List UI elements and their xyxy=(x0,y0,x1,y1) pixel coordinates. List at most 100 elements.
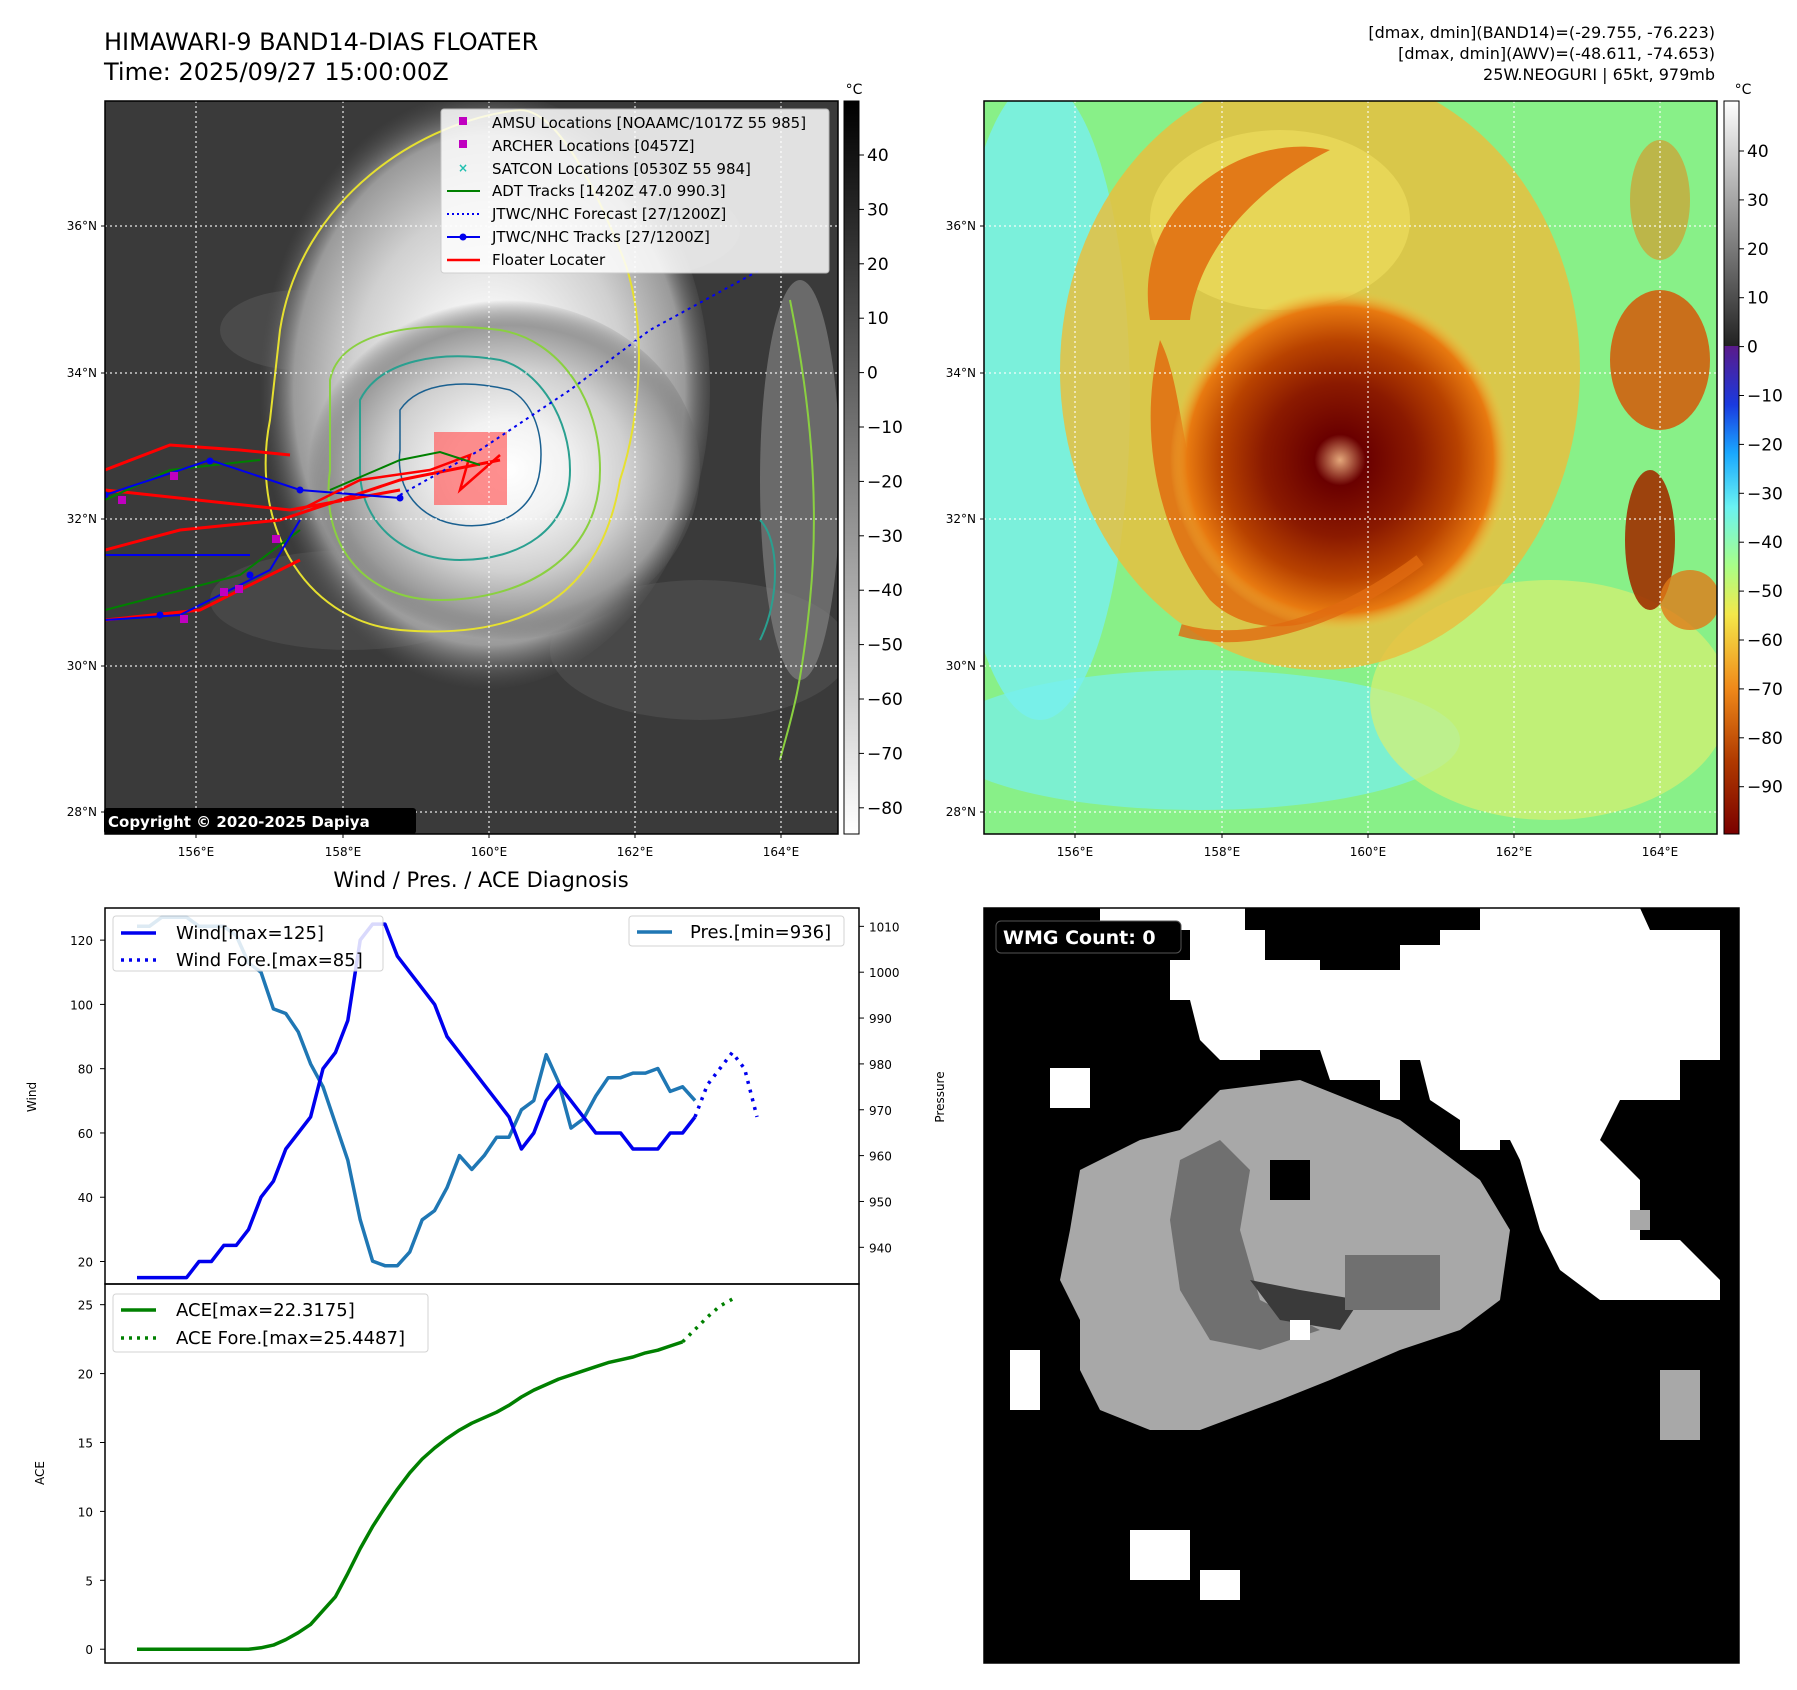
lon-label: 160°E xyxy=(1350,845,1387,859)
copyright-badge xyxy=(104,808,416,834)
left-lat-labels: 36°N 34°N 32°N 30°N 28°N xyxy=(67,219,105,819)
ytick: 960 xyxy=(869,1150,892,1164)
left-legend: AMSU Locations [NOAAMC/1017Z 55 985] ARC… xyxy=(440,108,830,274)
legend-wind-fore: Wind Fore.[max=85] xyxy=(176,950,363,971)
right-colorbar-unit: °C xyxy=(1735,82,1752,98)
ace-yticks: 0 5 10 15 20 25 xyxy=(78,1299,105,1657)
legend-tracks: JTWC/NHC Tracks [27/1200Z] xyxy=(491,228,710,246)
wmg-frame xyxy=(983,907,1740,1664)
lon-label: 164°E xyxy=(763,845,800,859)
lon-label: 162°E xyxy=(617,845,654,859)
ytick: 990 xyxy=(869,1012,892,1026)
ytick: 25 xyxy=(78,1299,93,1313)
wmg-count: WMG Count: 0 xyxy=(1003,927,1156,949)
colorbar-tick: −70 xyxy=(867,744,903,764)
legend-adt: ADT Tracks [1420Z 47.0 990.3] xyxy=(492,182,726,200)
colorbar-tick: −80 xyxy=(867,799,903,819)
info-storm: 25W.NEOGURI | 65kt, 979mb xyxy=(1483,65,1715,84)
lon-label: 156°E xyxy=(1057,845,1094,859)
legend-ace-fore: ACE Fore.[max=25.4487] xyxy=(176,1328,405,1349)
left-colorbar-unit: °C xyxy=(846,82,863,98)
lon-label: 158°E xyxy=(325,845,362,859)
colorbar-tick: 30 xyxy=(867,200,889,220)
lon-label: 160°E xyxy=(471,845,508,859)
left-map-frame xyxy=(104,100,839,835)
copyright-text: Copyright © 2020-2025 Dapiya xyxy=(108,813,370,831)
wmg-badge xyxy=(995,920,1182,954)
right-colorbar-frame xyxy=(1723,100,1740,835)
legend-wind: Wind[max=125] xyxy=(176,923,324,944)
ytick: 100 xyxy=(70,998,93,1012)
left-colorbar xyxy=(843,100,860,835)
ytick: 980 xyxy=(869,1058,892,1072)
info-band14: [dmax, dmin](BAND14)=(-29.755, -76.223) xyxy=(1368,23,1715,42)
ace-legend: ACE[max=22.3175] ACE Fore.[max=25.4487] xyxy=(112,1293,429,1353)
ace-axes xyxy=(104,1283,860,1664)
figure-time: Time: 2025/09/27 15:00:00Z xyxy=(103,58,449,86)
wind-line xyxy=(137,922,697,1280)
colorbar-tick: −60 xyxy=(1747,631,1783,651)
legend-pressure: Pres.[min=936] xyxy=(690,922,831,943)
ytick: 60 xyxy=(78,1127,93,1141)
colorbar-tick: 30 xyxy=(1747,191,1769,211)
lon-label: 162°E xyxy=(1496,845,1533,859)
ace-ylabel: ACE xyxy=(33,1461,47,1485)
legend-ace: ACE[max=22.3175] xyxy=(176,1300,355,1321)
wind-yticks: 20 40 60 80 100 120 xyxy=(70,934,105,1270)
lon-label: 156°E xyxy=(178,845,215,859)
colorbar-tick: 0 xyxy=(867,364,878,384)
figure-title: HIMAWARI-9 BAND14-DIAS FLOATER xyxy=(104,28,538,56)
legend-satcon: SATCON Locations [0530Z 55 984] xyxy=(492,160,751,178)
colorbar-tick: 40 xyxy=(1747,142,1769,162)
wind-ylabel: Wind xyxy=(25,1082,39,1112)
colorbar-tick: 0 xyxy=(1747,338,1758,358)
ytick: 40 xyxy=(78,1191,93,1205)
ace-forecast-line xyxy=(681,1297,734,1344)
colorbar-tick: −20 xyxy=(867,472,903,492)
colorbar-tick: −40 xyxy=(867,581,903,601)
lat-label: 30°N xyxy=(946,659,976,673)
ace-line xyxy=(137,1340,684,1651)
legend-satcon-marker: × xyxy=(458,161,468,175)
legend-floater: Floater Locater xyxy=(492,251,606,269)
lat-label: 34°N xyxy=(67,366,97,380)
left-colorbar-ticks: 40 30 20 10 0 −10 −20 −30 −40 −50 −60 −70 −80 xyxy=(859,146,903,819)
lat-label: 28°N xyxy=(946,805,976,819)
ytick: 80 xyxy=(78,1063,93,1077)
colorbar-tick: −10 xyxy=(867,418,903,438)
colorbar-tick: −60 xyxy=(867,690,903,710)
colorbar-tick: −30 xyxy=(867,527,903,547)
diagnosis-title: Wind / Pres. / ACE Diagnosis xyxy=(333,868,628,892)
wmg-image xyxy=(984,908,1739,1663)
colorbar-tick: −50 xyxy=(867,636,903,656)
ytick: 20 xyxy=(78,1256,93,1270)
colorbar-tick: −90 xyxy=(1747,778,1783,798)
lon-label: 164°E xyxy=(1642,845,1679,859)
ytick: 950 xyxy=(869,1195,892,1209)
lat-label: 34°N xyxy=(946,366,976,380)
lat-label: 30°N xyxy=(67,659,97,673)
colorbar-tick: −80 xyxy=(1747,729,1783,749)
colorbar-tick: −20 xyxy=(1747,435,1783,455)
legend-amsu: AMSU Locations [NOAAMC/1017Z 55 985] xyxy=(492,114,806,132)
wind-legend: Wind[max=125] Wind Fore.[max=85] xyxy=(112,915,384,972)
wind-forecast-line xyxy=(693,1050,759,1118)
floater-box xyxy=(434,432,507,505)
ytick: 970 xyxy=(869,1104,892,1118)
ytick: 120 xyxy=(70,934,93,948)
legend-archer: ARCHER Locations [0457Z] xyxy=(492,137,695,155)
ytick: 10 xyxy=(78,1505,93,1519)
left-lon-labels: 156°E 158°E 160°E 162°E 164°E xyxy=(178,834,800,859)
ytick: 15 xyxy=(78,1436,93,1450)
ir-color-map xyxy=(984,101,1717,834)
lon-label: 158°E xyxy=(1204,845,1241,859)
legend-amsu-marker xyxy=(459,117,467,125)
colorbar-tick: −40 xyxy=(1747,533,1783,553)
colorbar-tick: 10 xyxy=(1747,289,1769,309)
ytick: 1000 xyxy=(869,966,900,980)
lat-label: 28°N xyxy=(67,805,97,819)
colorbar-tick: −50 xyxy=(1747,582,1783,602)
right-colorbar-top xyxy=(1724,101,1739,346)
colorbar-tick: 20 xyxy=(1747,240,1769,260)
ytick: 20 xyxy=(78,1368,93,1382)
